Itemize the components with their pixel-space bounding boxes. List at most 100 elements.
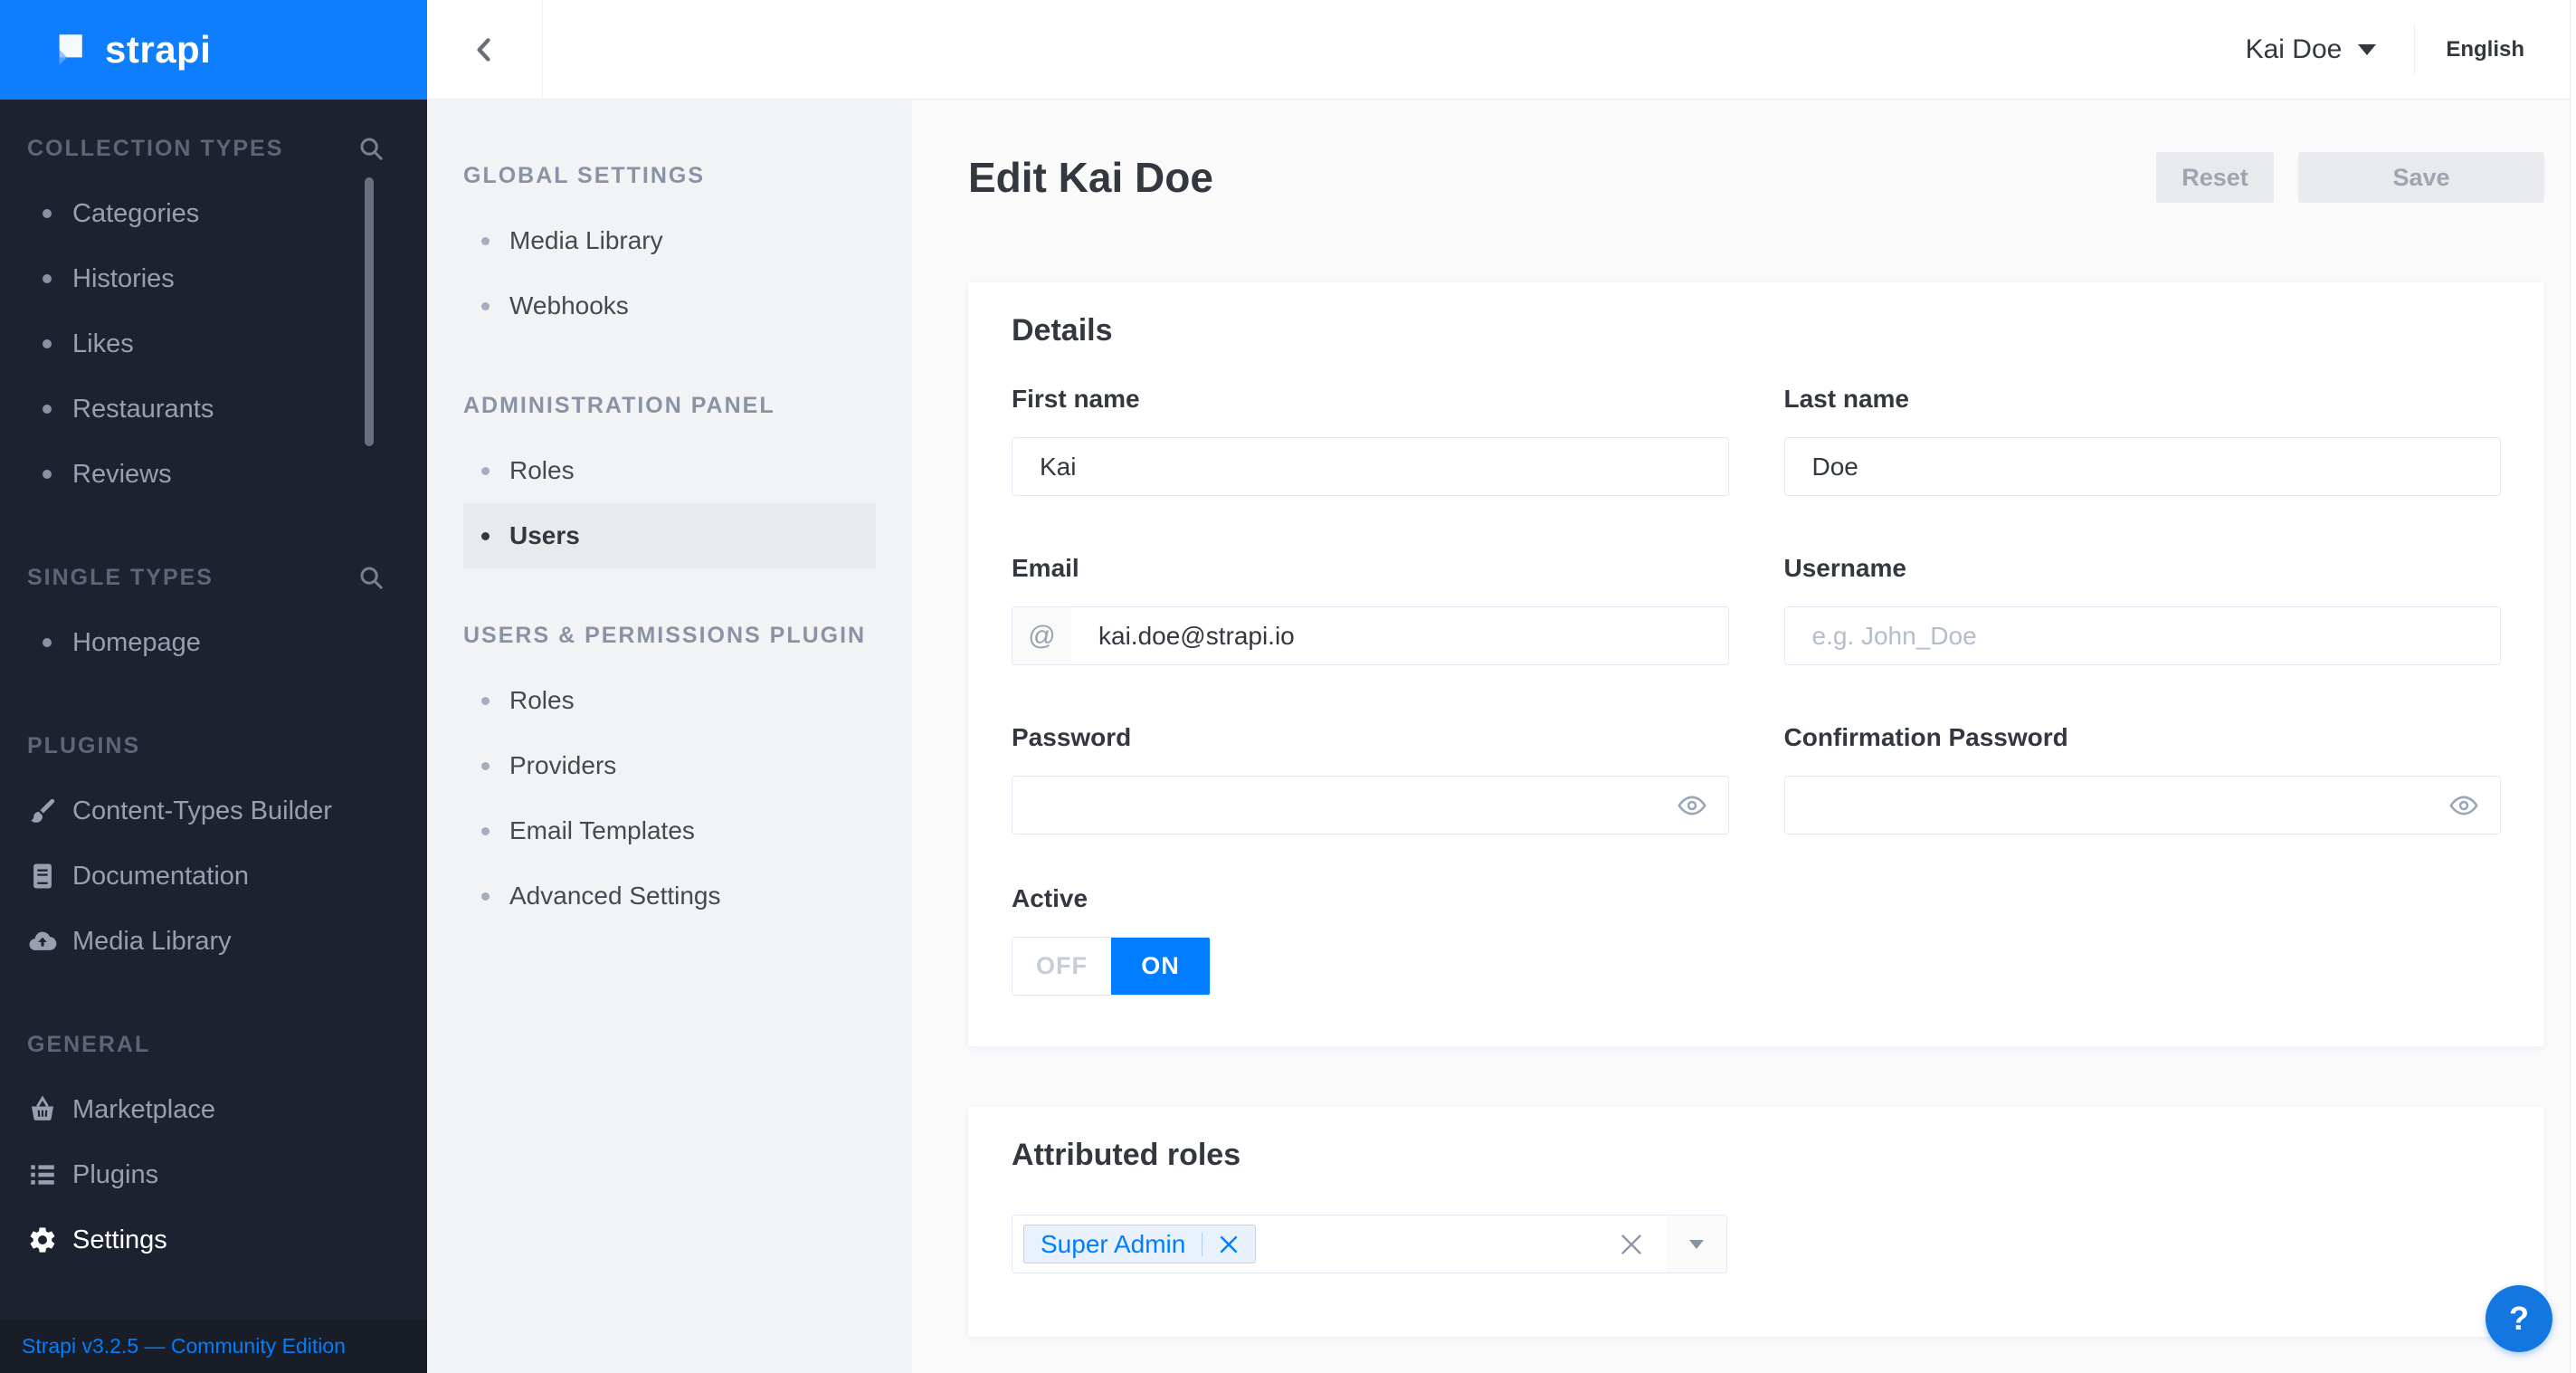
bullet-dot bbox=[481, 466, 490, 475]
bullet-dot bbox=[43, 405, 52, 414]
settings-nav-providers[interactable]: Providers bbox=[463, 733, 876, 798]
toggle-on-option[interactable]: ON bbox=[1111, 938, 1210, 995]
sidebar-item-settings[interactable]: Settings bbox=[0, 1207, 427, 1273]
role-tag-super-admin: Super Admin bbox=[1023, 1225, 1257, 1263]
general-header: GENERAL bbox=[27, 1031, 151, 1057]
sidebar-item-reviews[interactable]: Reviews bbox=[0, 442, 427, 507]
select-dropdown-button[interactable] bbox=[1667, 1216, 1726, 1273]
bullet-dot bbox=[43, 274, 52, 283]
sidebar-nav: COLLECTION TYPES Categories Histories Li… bbox=[0, 100, 427, 1319]
sidebar-item-marketplace[interactable]: Marketplace bbox=[0, 1077, 427, 1142]
sidebar-item-homepage[interactable]: Homepage bbox=[0, 610, 427, 675]
email-input[interactable] bbox=[1071, 607, 1728, 664]
topbar-divider bbox=[2414, 23, 2416, 76]
first-name-field-group: First name bbox=[1012, 385, 1729, 496]
global-settings-header: GLOBAL SETTINGS bbox=[463, 162, 706, 188]
password-label: Password bbox=[1012, 723, 1132, 751]
settings-nav-email-templates[interactable]: Email Templates bbox=[463, 798, 876, 863]
bullet-dot bbox=[43, 638, 52, 647]
brush-icon bbox=[27, 796, 58, 826]
main-sidebar: strapi COLLECTION TYPES Categories Histo… bbox=[0, 0, 427, 1373]
chevron-down-icon bbox=[2358, 43, 2377, 55]
username-label: Username bbox=[1783, 554, 1906, 582]
single-types-header: SINGLE TYPES bbox=[27, 564, 214, 590]
user-menu[interactable]: Kai Doe bbox=[2246, 34, 2377, 65]
save-button[interactable]: Save bbox=[2298, 152, 2544, 203]
bullet-dot bbox=[43, 209, 52, 218]
chevron-left-icon bbox=[470, 34, 500, 65]
bullet-dot bbox=[481, 301, 490, 310]
back-button[interactable] bbox=[427, 0, 543, 99]
last-name-label: Last name bbox=[1783, 385, 1910, 413]
topbar: Kai Doe English bbox=[427, 0, 2576, 100]
sidebar-item-likes[interactable]: Likes bbox=[0, 311, 427, 377]
search-icon[interactable] bbox=[357, 564, 385, 591]
collection-types-header: COLLECTION TYPES bbox=[27, 135, 284, 161]
bullet-dot bbox=[481, 236, 490, 245]
administration-panel-header: ADMINISTRATION PANEL bbox=[463, 392, 775, 418]
eye-icon[interactable] bbox=[2448, 790, 2479, 821]
search-icon[interactable] bbox=[357, 135, 385, 162]
sidebar-item-histories[interactable]: Histories bbox=[0, 246, 427, 311]
username-field-group: Username bbox=[1783, 554, 2501, 665]
sidebar-item-content-types-builder[interactable]: Content-Types Builder bbox=[0, 778, 427, 844]
settings-nav-media-library[interactable]: Media Library bbox=[463, 208, 876, 273]
toggle-off-option[interactable]: OFF bbox=[1012, 938, 1111, 995]
attributed-roles-card: Attributed roles Super Admin bbox=[968, 1107, 2544, 1337]
last-name-input[interactable] bbox=[1783, 437, 2501, 496]
sidebar-item-categories[interactable]: Categories bbox=[0, 181, 427, 246]
details-heading: Details bbox=[1012, 313, 1113, 348]
first-name-input[interactable] bbox=[1012, 437, 1729, 496]
eye-icon[interactable] bbox=[1677, 790, 1707, 821]
settings-nav-admin-users[interactable]: Users bbox=[463, 503, 876, 568]
active-field-group: Active OFF ON bbox=[1012, 884, 2501, 996]
book-icon bbox=[27, 861, 58, 891]
bullet-dot bbox=[481, 696, 490, 705]
bullet-dot bbox=[481, 826, 490, 835]
first-name-label: First name bbox=[1012, 385, 1140, 413]
last-name-field-group: Last name bbox=[1783, 385, 2501, 496]
language-selector[interactable]: English bbox=[2446, 36, 2524, 62]
sidebar-item-restaurants[interactable]: Restaurants bbox=[0, 377, 427, 442]
roles-multiselect[interactable]: Super Admin bbox=[1012, 1215, 1727, 1273]
users-permissions-plugin-header: USERS & PERMISSIONS PLUGIN bbox=[463, 622, 867, 648]
plugins-header: PLUGINS bbox=[27, 732, 141, 758]
settings-nav-up-roles[interactable]: Roles bbox=[463, 668, 876, 733]
cloud-upload-icon bbox=[27, 926, 58, 957]
remove-role-icon[interactable] bbox=[1219, 1235, 1239, 1254]
list-icon bbox=[27, 1159, 58, 1190]
help-button[interactable]: ? bbox=[2486, 1285, 2552, 1352]
sidebar-footer: Strapi v3.2.5 — Community Edition bbox=[0, 1319, 427, 1373]
sidebar-item-plugins[interactable]: Plugins bbox=[0, 1142, 427, 1207]
sidebar-item-documentation[interactable]: Documentation bbox=[0, 844, 427, 909]
bullet-dot bbox=[481, 761, 490, 770]
gear-icon bbox=[27, 1225, 58, 1255]
confirmation-password-input[interactable] bbox=[1783, 776, 2501, 834]
basket-icon bbox=[27, 1094, 58, 1125]
main-content: Edit Kai Doe Reset Save Details First na… bbox=[912, 100, 2576, 1373]
chevron-down-icon bbox=[1689, 1239, 1704, 1249]
strapi-logo[interactable]: strapi bbox=[0, 0, 427, 100]
reset-button[interactable]: Reset bbox=[2156, 152, 2274, 203]
strapi-logo-text: strapi bbox=[105, 28, 212, 71]
sidebar-scrollbar-thumb[interactable] bbox=[365, 177, 374, 446]
window-scrollbar[interactable] bbox=[2570, 0, 2576, 1373]
version-link[interactable]: Strapi v3.2.5 — Community Edition bbox=[22, 1333, 346, 1358]
email-field-group: Email @ bbox=[1012, 554, 1729, 665]
user-name: Kai Doe bbox=[2245, 33, 2343, 64]
settings-nav-admin-roles[interactable]: Roles bbox=[463, 438, 876, 503]
sidebar-item-media-library[interactable]: Media Library bbox=[0, 909, 427, 974]
password-field-group: Password bbox=[1012, 723, 1729, 834]
settings-nav-webhooks[interactable]: Webhooks bbox=[463, 273, 876, 338]
username-input[interactable] bbox=[1783, 606, 2501, 665]
role-tag-label: Super Admin bbox=[1041, 1229, 1186, 1258]
bullet-dot bbox=[481, 891, 490, 901]
clear-all-icon[interactable] bbox=[1620, 1233, 1643, 1256]
password-input[interactable] bbox=[1012, 776, 1729, 834]
active-label: Active bbox=[1012, 884, 1088, 912]
bullet-dot bbox=[481, 531, 490, 540]
details-card: Details First name Last name Email @ bbox=[968, 282, 2544, 1046]
attributed-roles-heading: Attributed roles bbox=[1012, 1138, 1241, 1172]
settings-nav-advanced-settings[interactable]: Advanced Settings bbox=[463, 863, 876, 929]
settings-sub-panel: GLOBAL SETTINGS Media Library Webhooks A… bbox=[427, 100, 912, 1373]
